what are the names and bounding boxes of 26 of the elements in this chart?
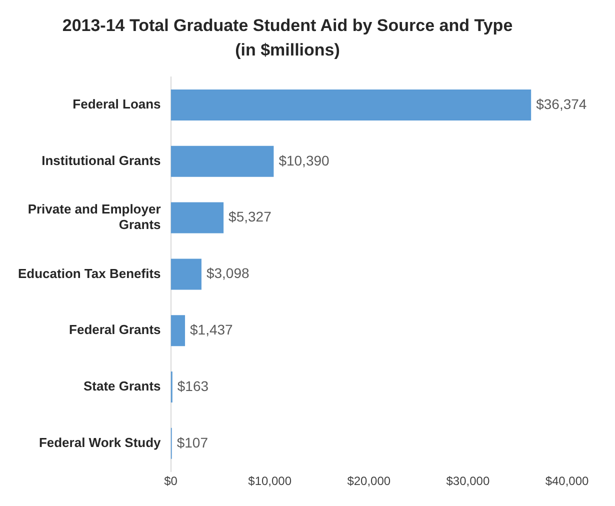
bar bbox=[170, 146, 274, 177]
x-tick-label: $20,000 bbox=[347, 474, 391, 488]
y-tick-label: Private and Employer Grants bbox=[28, 202, 161, 232]
x-tick-label: $10,000 bbox=[248, 474, 292, 488]
y-tick-label: Education Tax Benefits bbox=[18, 266, 161, 281]
chart-subtitle: (in $millions) bbox=[235, 40, 340, 60]
y-tick-label: Federal Loans bbox=[72, 96, 161, 112]
y-tick-label: Federal Work Study bbox=[38, 434, 162, 450]
y-tick-label: Federal Grants bbox=[69, 322, 161, 338]
data-label: $36,374 bbox=[536, 96, 587, 112]
bar bbox=[170, 315, 186, 346]
bar bbox=[170, 89, 532, 121]
data-label: $1,437 bbox=[190, 321, 234, 338]
bar bbox=[170, 202, 224, 234]
data-label: $3,098 bbox=[206, 265, 250, 282]
x-tick-label: $0 bbox=[164, 474, 178, 488]
data-label: $10,390 bbox=[278, 152, 330, 168]
bar bbox=[170, 258, 202, 290]
x-tick-label: $30,000 bbox=[446, 474, 490, 488]
y-tick-label: Institutional Grants bbox=[42, 152, 161, 168]
data-label: $5,327 bbox=[228, 208, 272, 225]
data-label: $107 bbox=[176, 434, 208, 450]
chart-title: 2013-14 Total Graduate Student Aid by Source and Type bbox=[62, 16, 513, 35]
y-tick-label: State Grants bbox=[83, 378, 161, 394]
x-tick-label: $40,000 bbox=[545, 474, 590, 488]
data-label: $163 bbox=[177, 378, 209, 394]
